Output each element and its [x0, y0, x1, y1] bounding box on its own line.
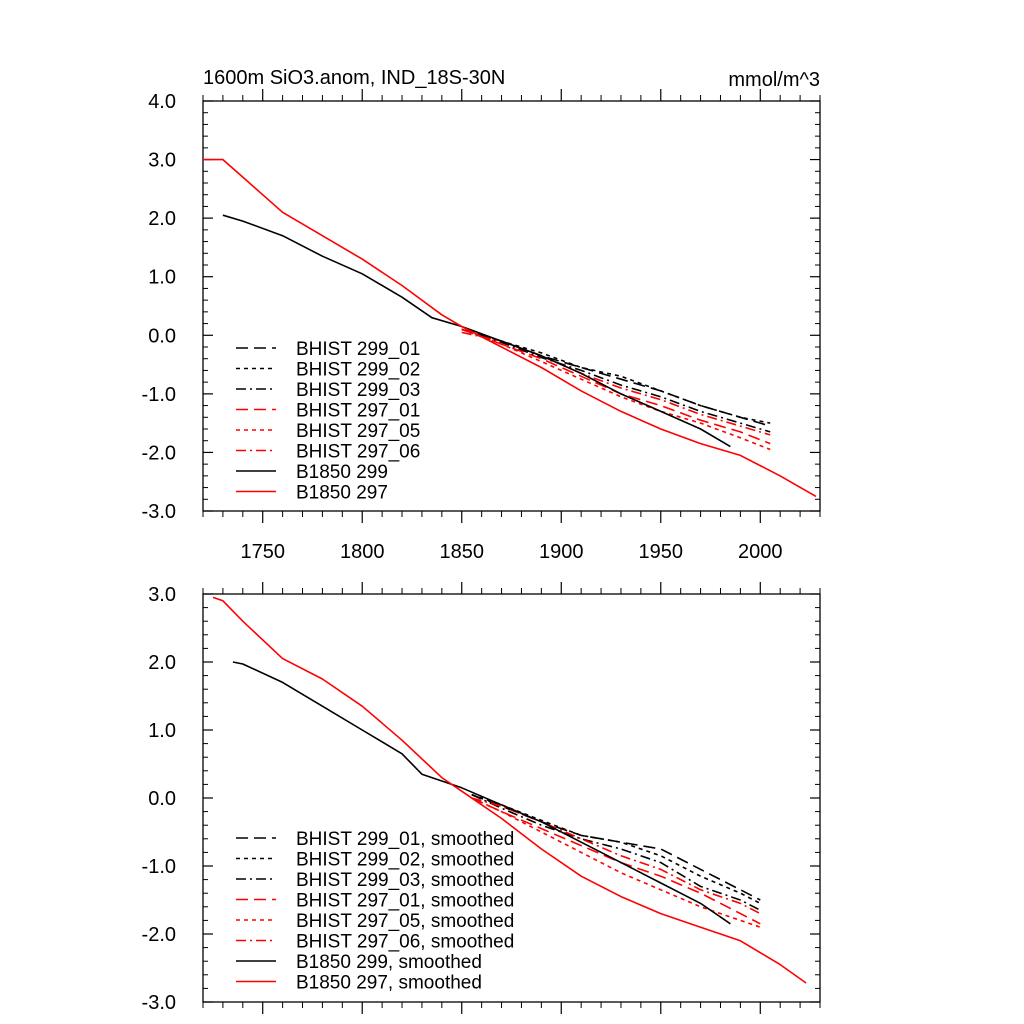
bottom-panel: 3.0 2.0 1.0 0.0 -1.0 -2.0 -3.0 BHIST 299_01, sm…: [142, 582, 821, 1014]
x-tick-label: 1900: [539, 541, 584, 563]
y-tick-label: 1.0: [148, 720, 176, 742]
y-tick-label: -1.0: [142, 856, 176, 878]
legend-label: BHIST 297_01, smoothed: [296, 891, 514, 912]
y-tick-label: -3.0: [142, 501, 176, 523]
y-tick-label: 1.0: [148, 267, 176, 289]
legend-label: BHIST 297_05: [296, 421, 420, 442]
legend-label: B1850 297, smoothed: [296, 973, 482, 994]
legend-label: B1850 299, smoothed: [296, 952, 482, 973]
title-left: 1600m SiO3.anom, IND_18S-30N: [203, 67, 505, 89]
series-line-2: [471, 793, 761, 905]
legend-label: BHIST 299_01, smoothed: [296, 829, 514, 850]
legend-label: BHIST 299_01: [296, 339, 420, 360]
title-right: mmol/m^3: [728, 69, 820, 91]
y-tick-label: -1.0: [142, 384, 176, 406]
y-tick-label: 3.0: [148, 584, 176, 606]
x-tick-label: 2000: [738, 541, 783, 563]
legend-label: BHIST 299_03, smoothed: [296, 870, 514, 891]
plot-frame: [202, 100, 821, 512]
x-tick-label: 1800: [340, 541, 385, 563]
y-tick-label: 2.0: [148, 652, 176, 674]
y-tick-label: -2.0: [142, 442, 176, 464]
series-line-5: [471, 797, 761, 928]
x-tick-label: 1750: [240, 541, 285, 563]
x-tick-label: 1850: [439, 541, 484, 563]
y-tick-label: 0.0: [148, 325, 176, 347]
x-tick-label: 1950: [639, 541, 684, 563]
series-line-6: [471, 797, 761, 915]
y-tick-label: 2.0: [148, 208, 176, 230]
series-line-8: [212, 596, 807, 984]
y-tick-label: -3.0: [142, 992, 176, 1014]
legend-label: B1850 299: [296, 462, 388, 483]
series-line-3: [471, 793, 761, 911]
legend-label: BHIST 297_01: [296, 401, 420, 422]
y-tick-label: -2.0: [142, 924, 176, 946]
series-line-3: [461, 328, 771, 433]
series-line-5: [461, 328, 771, 451]
legend-label: B1850 297: [296, 483, 388, 504]
legend-label: BHIST 299_03: [296, 380, 420, 401]
legend-label: BHIST 299_02: [296, 360, 420, 381]
y-tick-label: 0.0: [148, 788, 176, 810]
legend-label: BHIST 297_05, smoothed: [296, 911, 514, 932]
series-line-8: [203, 158, 817, 498]
y-tick-label: 4.0: [148, 91, 176, 113]
legend-label: BHIST 297_06: [296, 442, 420, 463]
top-panel: 4.0 3.0 2.0 1.0 0.0 -1.0 -2.0 -3.0 1750 1800 1850 1…: [142, 89, 821, 563]
legend-label: BHIST 299_02, smoothed: [296, 850, 514, 871]
y-tick-label: 3.0: [148, 150, 176, 172]
legend-label: BHIST 297_06, smoothed: [296, 932, 514, 953]
